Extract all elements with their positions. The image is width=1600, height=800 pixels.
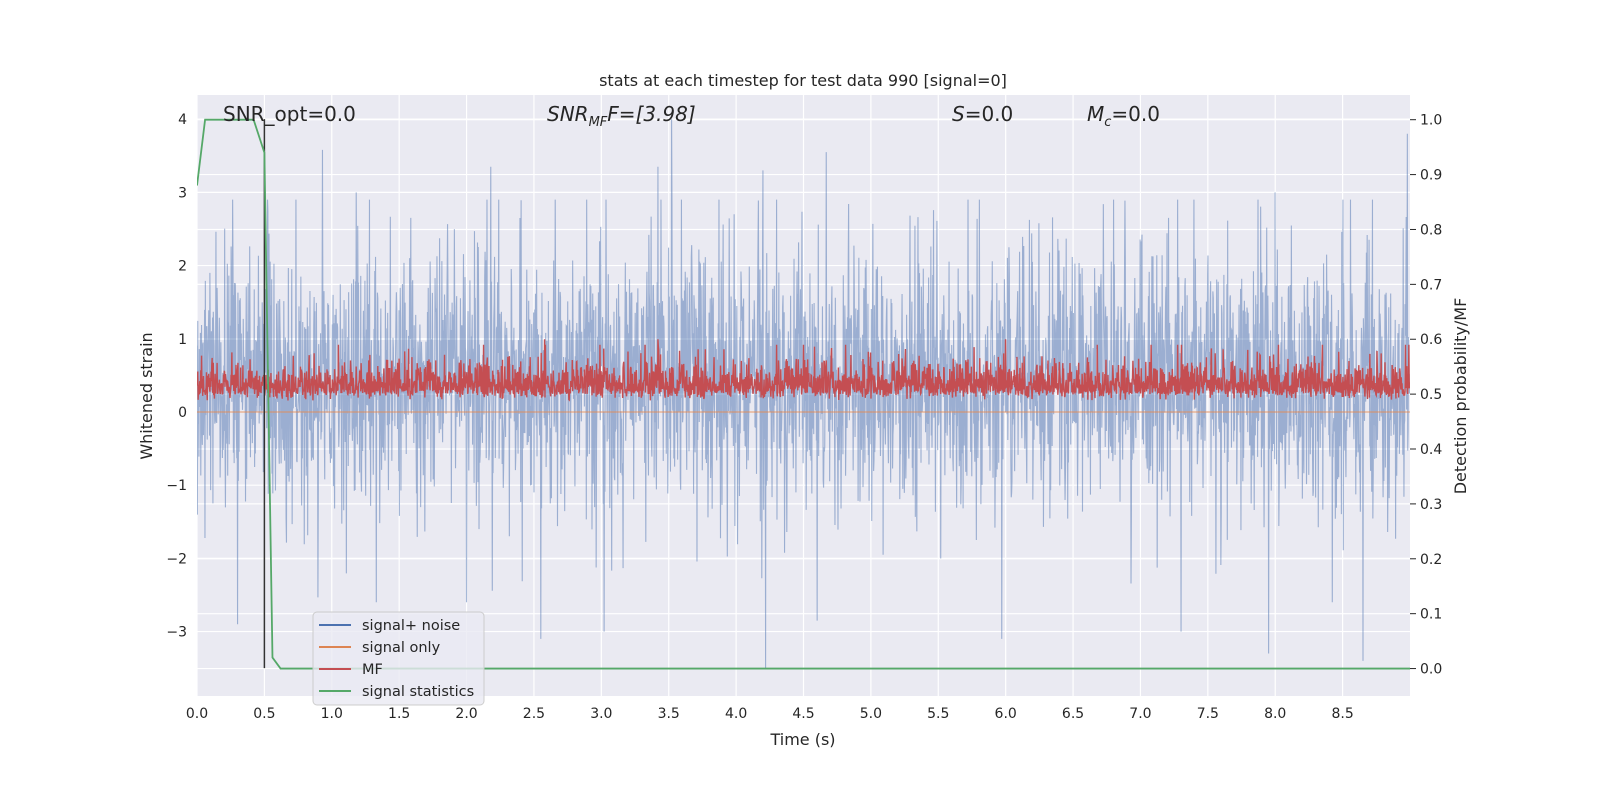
x-tick-label: 8.0 bbox=[1264, 706, 1286, 722]
x-tick-label: 2.0 bbox=[455, 706, 477, 722]
line-mf bbox=[197, 339, 1410, 402]
y2-tick-label: 0.2 bbox=[1420, 552, 1442, 568]
x-tick-label: 4.0 bbox=[725, 706, 747, 722]
x-tick-label: 4.5 bbox=[792, 706, 814, 722]
x-tick-label: 1.0 bbox=[321, 706, 343, 722]
legend-label: signal statistics bbox=[362, 684, 474, 700]
annotation-s: S=0.0 bbox=[952, 102, 1013, 126]
x-tick-label: 1.5 bbox=[388, 706, 410, 722]
x-tick-label: 8.5 bbox=[1331, 706, 1353, 722]
legend-label: signal only bbox=[362, 640, 441, 656]
annotation-snr-opt: SNR_opt=0.0 bbox=[223, 102, 356, 126]
y2-tick-label: 0.6 bbox=[1420, 332, 1442, 348]
annotation-mc: Mc=0.0 bbox=[1087, 102, 1160, 130]
y2-axis-ticks: 1.0 0.9 0.8 0.7 0.6 0.5 0.4 0.3 0.2 0.1 0.0 bbox=[1410, 113, 1442, 678]
y-tick-label: 3 bbox=[178, 185, 187, 201]
y2-tick-label: 0.9 bbox=[1420, 168, 1442, 184]
annotation-s-value: =0.0 bbox=[965, 102, 1014, 126]
legend-label: MF bbox=[362, 662, 383, 678]
x-tick-label: 5.0 bbox=[860, 706, 882, 722]
legend: signal+ noise signal only MF signal stat… bbox=[312, 611, 485, 706]
annotation-s-label: S bbox=[952, 102, 965, 126]
series-signal-noise bbox=[197, 119, 1410, 669]
x-tick-label: 6.5 bbox=[1062, 706, 1084, 722]
y-tick-label: 1 bbox=[178, 332, 187, 348]
y2-tick-label: 1.0 bbox=[1420, 113, 1442, 129]
chart-title: stats at each timestep for test data 990… bbox=[599, 71, 1007, 90]
line-signal-statistics bbox=[197, 118, 1410, 670]
y-axis-ticks: 4 3 2 1 0 −1 −2 −3 bbox=[166, 112, 187, 640]
annotation-snr-mf-rest: F=[3.98] bbox=[607, 102, 695, 126]
x-tick-label: 5.5 bbox=[927, 706, 949, 722]
legend-item: signal+ noise bbox=[319, 618, 460, 634]
legend-box bbox=[312, 611, 485, 706]
y2-tick-label: 0.3 bbox=[1420, 497, 1442, 513]
legend-label: signal+ noise bbox=[362, 618, 460, 634]
legend-item: signal statistics bbox=[319, 684, 474, 700]
y2-tick-label: 0.4 bbox=[1420, 442, 1442, 458]
y-tick-label: −2 bbox=[166, 551, 187, 567]
y-tick-label: 2 bbox=[178, 259, 187, 275]
series-signal-statistics bbox=[197, 118, 1410, 670]
annotation-snr-mf-sub: MF bbox=[589, 115, 608, 130]
y2-axis-label: Detection probability/MF bbox=[1451, 298, 1470, 495]
annotation-snr-mf-base: SNR bbox=[547, 102, 589, 126]
y2-tick-label: 0.0 bbox=[1420, 662, 1442, 678]
x-tick-label: 0.5 bbox=[253, 706, 275, 722]
x-tick-label: 3.5 bbox=[658, 706, 680, 722]
y2-tick-label: 0.7 bbox=[1420, 277, 1442, 293]
y-tick-label: −3 bbox=[166, 625, 187, 641]
annotation-mc-sub: c bbox=[1104, 115, 1111, 130]
legend-item: signal only bbox=[319, 640, 441, 656]
annotation-snr-mf: SNRMFF=[3.98] bbox=[547, 102, 696, 130]
y-tick-label: 4 bbox=[178, 112, 187, 128]
y2-tick-label: 0.8 bbox=[1420, 222, 1442, 238]
x-tick-label: 7.5 bbox=[1197, 706, 1219, 722]
y-tick-label: 0 bbox=[178, 405, 187, 421]
x-axis-ticks: 0.0 0.5 1.0 1.5 2.0 2.5 3.0 3.5 4.0 4.5 5.0 5.5 6.0 6… bbox=[186, 706, 1354, 722]
y-axis-label: Whitened strain bbox=[137, 332, 156, 459]
x-tick-label: 0.0 bbox=[186, 706, 208, 722]
series-mf bbox=[197, 339, 1410, 402]
x-tick-label: 6.0 bbox=[995, 706, 1017, 722]
x-tick-label: 2.5 bbox=[523, 706, 545, 722]
line-signal-noise bbox=[197, 119, 1410, 669]
annotations: SNR_opt=0.0 SNRMFF=[3.98] S=0.0 Mc=0.0 bbox=[223, 102, 1160, 130]
x-tick-label: 3.0 bbox=[590, 706, 612, 722]
y-tick-label: −1 bbox=[166, 478, 187, 494]
annotation-mc-label: M bbox=[1087, 102, 1104, 126]
y2-tick-label: 0.5 bbox=[1420, 387, 1442, 403]
legend-item: MF bbox=[319, 662, 383, 678]
y2-tick-label: 0.1 bbox=[1420, 607, 1442, 623]
x-axis-label: Time (s) bbox=[769, 730, 835, 749]
annotation-mc-value: =0.0 bbox=[1111, 102, 1160, 126]
x-tick-label: 7.0 bbox=[1129, 706, 1151, 722]
